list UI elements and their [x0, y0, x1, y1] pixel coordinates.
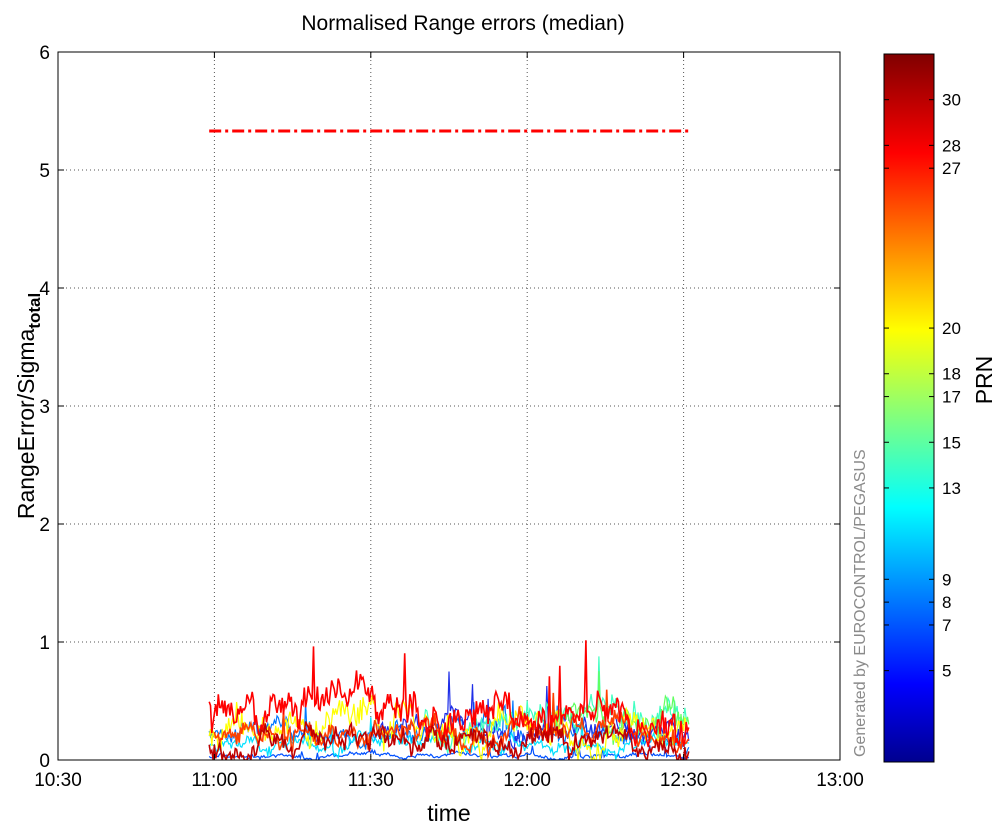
- colorbar-tick-label: 15: [942, 433, 961, 452]
- x-tick-label: 13:00: [816, 770, 864, 791]
- colorbar-tick-label: 28: [942, 136, 961, 155]
- y-tick-label: 0: [39, 751, 50, 772]
- y-axis-label-main: RangeError/Sigma: [13, 329, 39, 520]
- chart-title: Normalised Range errors (median): [301, 12, 624, 35]
- colorbar-tick-label: 27: [942, 159, 961, 178]
- y-tick-label: 2: [39, 515, 50, 536]
- colorbar-tick-label: 5: [942, 662, 951, 681]
- x-tick-label: 12:30: [660, 770, 708, 791]
- series-line-prn-5: [208, 745, 690, 760]
- y-tick-label: 4: [39, 279, 50, 300]
- plot-area: [58, 52, 840, 760]
- x-tick-label: 12:00: [503, 770, 551, 791]
- x-tick-label: 11:30: [348, 770, 394, 791]
- x-axis-label: time: [427, 800, 470, 826]
- colorbar-tick-label: 20: [942, 319, 961, 338]
- y-tick-label: 1: [39, 633, 50, 654]
- x-tick-label: 10:30: [34, 770, 82, 791]
- y-axis-label-sub: total: [25, 293, 44, 329]
- series-line-prn-30: [208, 721, 690, 760]
- series-line-prn-13: [208, 717, 689, 760]
- colorbar-tick-label: 13: [942, 479, 961, 498]
- colorbar-tick-label: 9: [942, 570, 951, 589]
- colorbar: [883, 53, 935, 763]
- y-tick-label: 5: [39, 161, 50, 182]
- series-line-prn-27: [213, 689, 690, 760]
- colorbar-label: PRN: [971, 356, 997, 405]
- colorbar-tick-label: 18: [942, 365, 961, 384]
- y-tick-label: 3: [39, 397, 50, 418]
- series-line-prn-28: [208, 640, 690, 748]
- series-layer: [208, 640, 690, 760]
- colorbar-tick-label: 17: [942, 388, 961, 407]
- x-tick-label: 11:00: [191, 770, 237, 791]
- y-axis-label: RangeError/Sigmatotal: [13, 293, 44, 519]
- colorbar-tick-label: 8: [942, 593, 951, 612]
- credit-text: Generated by EUROCONTROL/PEGASUS: [852, 449, 869, 757]
- y-tick-label: 6: [39, 43, 50, 64]
- colorbar-tick-label: 30: [942, 91, 961, 110]
- colorbar-ticks: 5 7 8 9 13 15 17 18 20 27 28 30: [884, 91, 961, 681]
- colorbar-tick-label: 7: [942, 616, 951, 635]
- axis-ticks: 10:30 11:00 11:30 12:00 12:30 13:00 0 1 2 3 4 5 6: [34, 43, 864, 791]
